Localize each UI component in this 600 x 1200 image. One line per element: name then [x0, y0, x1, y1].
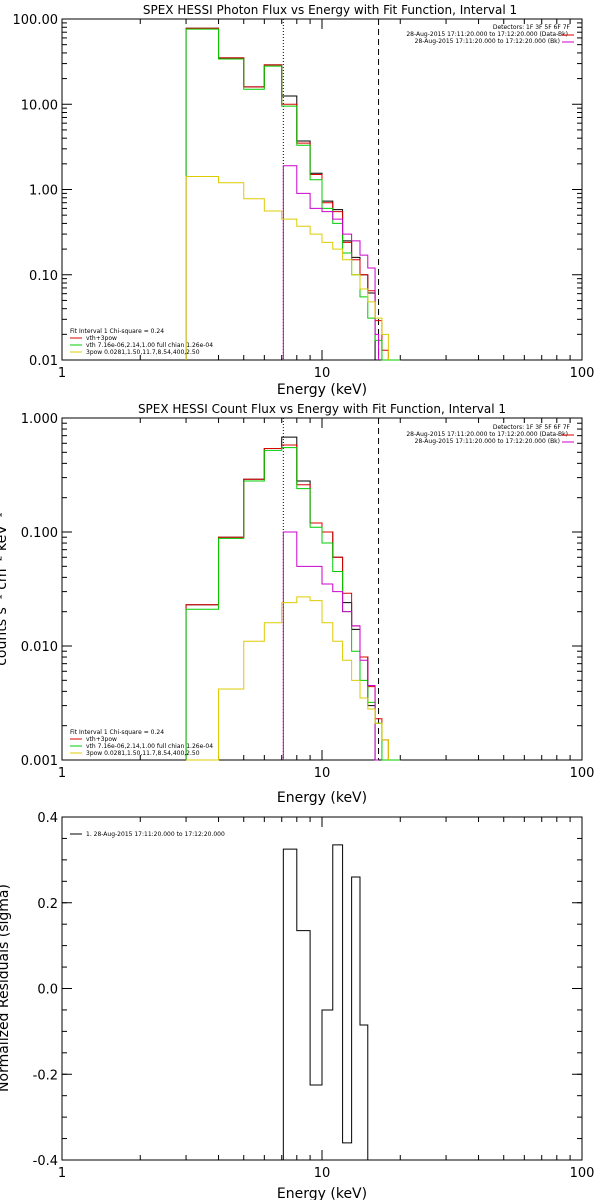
x-tick-label: 1: [58, 366, 66, 381]
y-tick-label: 1.00: [29, 184, 58, 199]
y-tick-label: 0.100: [21, 526, 58, 541]
x-axis-label: Energy (keV): [277, 790, 367, 806]
y-tick-label: 100.00: [13, 13, 59, 28]
info-bk: 28-Aug-2015 17:11:20.000 to 17:12:20.000…: [415, 38, 560, 45]
legend-label-vth-3pow: vth+3pow: [86, 736, 117, 743]
chart-title: SPEX HESSI Count Flux vs Energy with Fit…: [138, 402, 506, 416]
series-line-vth: [185, 28, 401, 361]
x-axis-label: Energy (keV): [277, 382, 367, 398]
y-tick-label: 10.00: [21, 98, 58, 113]
series-line-vth+3pow: [185, 444, 389, 760]
x-tick-label: 1: [58, 766, 66, 781]
x-tick-label: 10: [314, 766, 331, 781]
series-line-data-bk: [282, 531, 379, 761]
x-tick-label: 100: [570, 1166, 595, 1181]
series-line-3pow: [186, 596, 389, 761]
panel-count-flux: SPEX HESSI Count Flux vs Energy with Fit…: [0, 402, 594, 806]
legend-label-residuals: 1. 28-Aug-2015 17:11:20.000 to 17:12:20.…: [86, 831, 225, 838]
legend-label-vth: vth 7.16e-06,2.14,1.00 full chian 1.26e-…: [86, 743, 213, 750]
chart-title: SPEX HESSI Photon Flux vs Energy with Fi…: [143, 3, 517, 17]
legend: Fit Interval 1 Chi-square = 0.24 vth+3po…: [70, 328, 213, 356]
legend-label-vth: vth 7.16e-06,2.14,1.00 full chian 1.26e-…: [86, 342, 213, 349]
x-tick-label: 100: [570, 366, 595, 381]
y-tick-label: 0.10: [29, 269, 58, 284]
info-detectors: Detectors: 1F 3F 5F 6F 7F: [493, 424, 571, 431]
plot-area: 1 10 100 1.000 0.100 0.010 0.001: [21, 412, 595, 781]
plot-area: 1 10 100 100.00 10.00 1.00 0.10 0.01: [13, 13, 595, 381]
y-tick-label: -0.2: [33, 1068, 58, 1083]
y-axis-label: counts s⁻¹ cm⁻² keV⁻¹: [0, 512, 10, 666]
plot-frame: [61, 816, 583, 1161]
plot-frame: [61, 417, 583, 761]
legend-label-3pow: 3pow 0.0281,1.50,11.7,8.54,400,2.50: [86, 750, 200, 757]
legend: 1. 28-Aug-2015 17:11:20.000 to 17:12:20.…: [70, 831, 225, 838]
x-tick-label: 10: [314, 1166, 331, 1181]
legend-title: Fit Interval 1 Chi-square = 0.24: [70, 729, 164, 736]
series-line-data-bk: [282, 165, 380, 360]
legend: Fit Interval 1 Chi-square = 0.24 vth+3po…: [70, 729, 213, 757]
x-tick-label: 100: [570, 766, 595, 781]
info-block: Detectors: 1F 3F 5F 6F 7F 28-Aug-2015 17…: [406, 424, 574, 445]
panel-residuals: 1 10 100 0.4 0.2 0.0 -0.2 -0.4 Energy (keV) Nor…: [0, 811, 594, 1200]
series-line-residuals: [282, 844, 379, 1161]
info-bk: 28-Aug-2015 17:11:20.000 to 17:12:20.000…: [415, 438, 560, 445]
y-tick-label: -0.4: [33, 1154, 58, 1169]
y-tick-label: 0.2: [37, 897, 58, 912]
legend-label-vth-3pow: vth+3pow: [86, 335, 117, 342]
y-tick-label: 0.001: [21, 754, 58, 769]
legend-title: Fit Interval 1 Chi-square = 0.24: [70, 328, 164, 335]
series-line-vth+3pow: [185, 27, 389, 360]
legend-label-3pow: 3pow 0.0281,1.50,11.7,8.54,400,2.50: [86, 349, 200, 356]
info-data-minus-bk: 28-Aug-2015 17:11:20.000 to 17:12:20.000…: [406, 431, 568, 438]
x-tick-label: 1: [58, 1166, 66, 1181]
y-tick-label: 1.000: [21, 412, 58, 427]
info-detectors: Detectors: 1F 3F 5F 6F 7F: [493, 24, 571, 31]
y-tick-label: 0.010: [21, 640, 58, 655]
info-data-minus-bk: 28-Aug-2015 17:11:20.000 to 17:12:20.000…: [406, 31, 568, 38]
plot-area: 1 10 100 0.4 0.2 0.0 -0.2 -0.4: [33, 811, 595, 1181]
y-tick-label: 0.01: [29, 354, 58, 369]
y-axis-label: Normalized Residuals (sigma): [0, 884, 12, 1092]
panel-photon-flux: SPEX HESSI Photon Flux vs Energy with Fi…: [13, 3, 595, 398]
x-tick-label: 10: [314, 366, 331, 381]
info-block: Detectors: 1F 3F 5F 6F 7F 28-Aug-2015 17…: [406, 24, 574, 45]
y-tick-label: 0.4: [37, 811, 58, 826]
series-line-vth: [185, 447, 401, 761]
series-line-3pow: [185, 176, 389, 360]
y-tick-label: 0.0: [37, 983, 58, 998]
x-axis-label: Energy (keV): [277, 1186, 367, 1200]
